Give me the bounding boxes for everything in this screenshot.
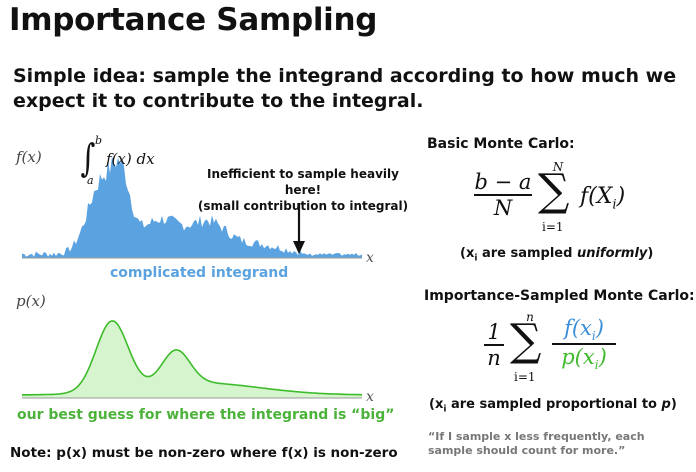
basic-note-pre: (x (460, 246, 475, 261)
p-axis-label: p(x) (16, 292, 46, 310)
imp-note-post: ) (670, 397, 677, 412)
integral-upper: b (95, 134, 103, 147)
imp-mc-heading: Importance-Sampled Monte Carlo: (424, 288, 695, 304)
imp-note-em: p (661, 397, 671, 412)
basic-mc-formula: b − a N N ∑ i=1 f(Xi) (470, 160, 680, 242)
x-axis-label-bottom: x (366, 389, 374, 405)
guess-area (22, 320, 362, 398)
slide-subtitle: Simple idea: sample the integrand accord… (13, 65, 677, 112)
imp-ratio-top-close: ) (595, 316, 604, 340)
imp-ratio: f(xi) p(xi) (552, 316, 616, 372)
imp-ratio-top-f: f(x (564, 316, 592, 340)
imp-note: (xi are sampled proportional to p) (429, 397, 677, 415)
note-text: Note: p(x) must be non-zero where f(x) i… (10, 445, 398, 461)
imp-note-sub: i (443, 404, 447, 415)
imp-numerator: 1 (487, 320, 501, 344)
annotation: Inefficient to sample heavily here! (sma… (188, 166, 418, 214)
imp-sum-bottom: i=1 (514, 370, 536, 384)
basic-denominator: N (493, 195, 513, 220)
basic-sum-icon: ∑ (538, 165, 570, 216)
f-axis-label: f(x) (16, 148, 42, 166)
imp-ratio-top: f(xi) (552, 316, 616, 343)
slide-title: Importance Sampling (9, 2, 378, 38)
basic-term-f: f(X (580, 184, 613, 209)
integral-sign: ∫ (80, 136, 96, 180)
integral-body: f(x) dx (106, 150, 155, 168)
imp-sum-top: n (526, 310, 534, 324)
basic-note-mid: are sampled (477, 246, 577, 261)
quote-text: “If I sample x less frequently, each sam… (428, 430, 645, 457)
imp-note-pre: (x (429, 397, 444, 412)
basic-note: (xi are sampled uniformly) (460, 246, 653, 264)
caption-guess: our best guess for where the integrand i… (17, 407, 395, 423)
basic-term: f(Xi) (580, 184, 625, 212)
imp-ratio-bottom: p(xi) (552, 345, 616, 372)
basic-fraction: b − a N (474, 170, 532, 220)
integral-lower: a (87, 174, 94, 187)
imp-fraction: 1 n (484, 320, 504, 370)
annotation-line1: Inefficient to sample heavily here! (207, 167, 399, 197)
basic-mc-heading: Basic Monte Carlo: (427, 136, 575, 152)
imp-mc-formula: 1 n n ∑ i=1 f(xi) p(xi) (484, 310, 684, 392)
imp-denominator: n (487, 345, 501, 370)
caption-integrand: complicated integrand (110, 265, 289, 281)
basic-sum-top: N (552, 160, 564, 174)
imp-ratio-bottom-close: ) (598, 344, 607, 369)
annotation-arrowhead (293, 241, 305, 254)
imp-sum-icon: ∑ (510, 315, 542, 366)
integrand-area (22, 156, 362, 258)
basic-note-sub: i (474, 253, 478, 264)
guess-curve (21, 320, 362, 396)
x-axis-label-top: x (366, 250, 374, 266)
basic-note-em: uniformly (576, 246, 648, 261)
basic-sum-bottom: i=1 (542, 220, 564, 234)
imp-ratio-bottom-p: p(x (561, 344, 595, 369)
basic-term-sub: i (612, 197, 617, 213)
imp-note-mid: are sampled proportional to (446, 397, 662, 412)
annotation-line2: (small contribution to integral) (197, 199, 409, 213)
basic-term-close: ) (616, 184, 626, 209)
basic-note-post: ) (647, 246, 654, 261)
basic-numerator: b − a (474, 170, 532, 194)
imp-ratio-top-sub: i (591, 329, 596, 344)
imp-ratio-bottom-sub: i (594, 357, 599, 372)
